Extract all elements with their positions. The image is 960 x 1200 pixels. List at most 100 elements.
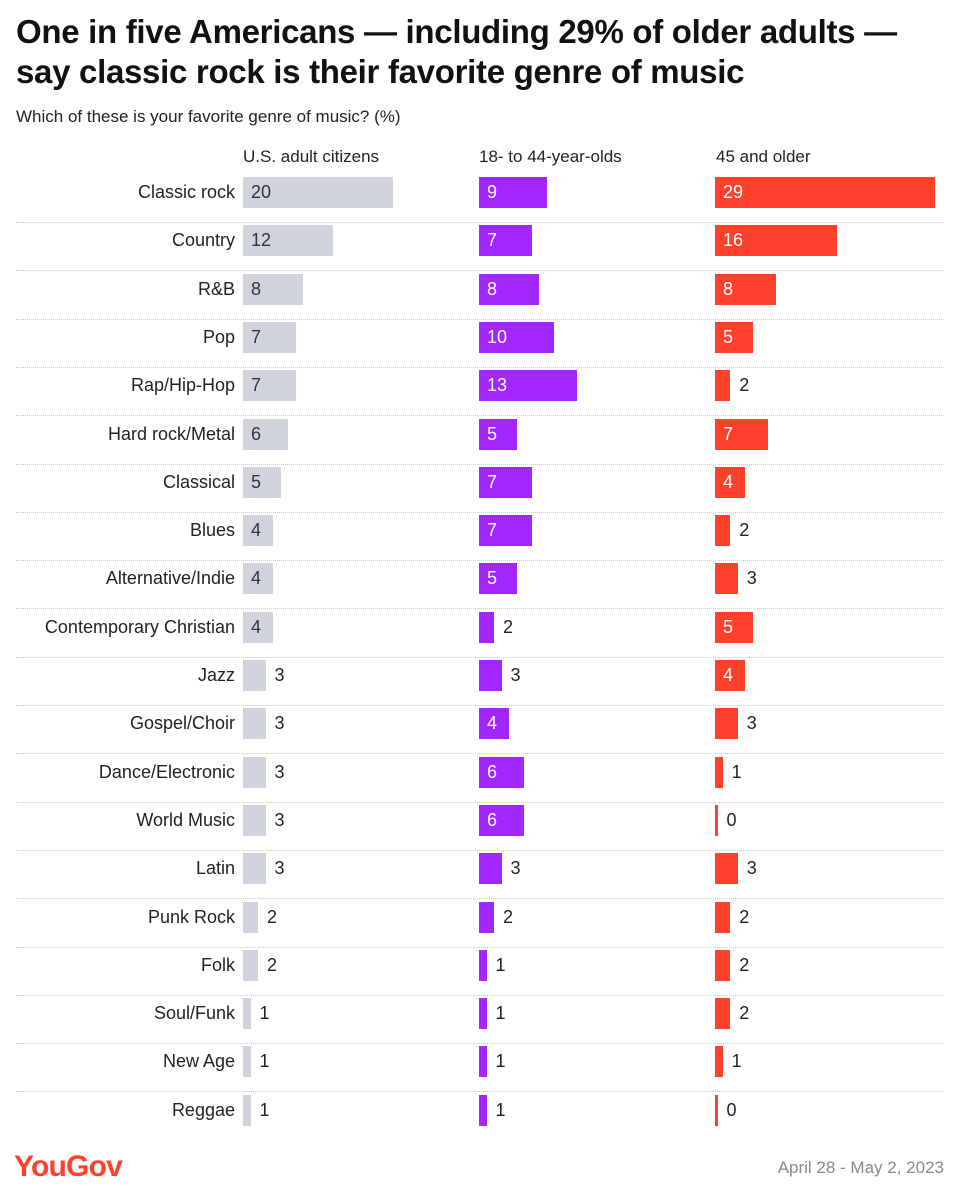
data-label-old: 2 xyxy=(739,375,750,396)
bar-young xyxy=(479,418,517,450)
bar-us xyxy=(243,804,266,836)
data-label-us: 7 xyxy=(251,326,262,347)
bar-us xyxy=(243,466,281,498)
chart-row: Hard rock/Metal 6 5 7 xyxy=(16,417,944,465)
category-label: Rap/Hip-Hop xyxy=(130,375,235,396)
chart-row: Folk 2 1 2 xyxy=(16,948,944,996)
row-separator xyxy=(16,705,944,706)
row-separator xyxy=(16,560,944,562)
bar-young xyxy=(479,1046,487,1078)
bar-old xyxy=(715,998,731,1030)
category-label: Blues xyxy=(189,520,235,541)
yougov-logo: YouGov xyxy=(14,1150,123,1183)
data-label-us: 4 xyxy=(251,520,262,541)
data-label-old: 3 xyxy=(746,713,757,734)
data-label-old: 2 xyxy=(739,1003,750,1024)
data-label-us: 3 xyxy=(274,761,285,782)
bar-us xyxy=(243,418,288,450)
data-label-old: 29 xyxy=(723,182,744,202)
bar-old xyxy=(715,1046,723,1078)
bar-young xyxy=(479,515,532,547)
bar-young xyxy=(479,273,539,305)
data-label-young: 7 xyxy=(487,471,498,492)
bar-young xyxy=(479,901,494,933)
bar-old xyxy=(715,804,718,836)
column-header-us-adults: U.S. adult citizens xyxy=(243,147,380,166)
chart-row: Jazz 3 3 4 xyxy=(16,658,944,706)
row-separator xyxy=(16,946,944,948)
bar-young xyxy=(479,1094,487,1126)
bar-old xyxy=(715,515,731,547)
category-label: Latin xyxy=(195,858,235,879)
row-separator xyxy=(16,608,944,610)
bar-old xyxy=(715,177,936,208)
chart-row: Gospel/Choir 3 4 3 xyxy=(16,706,944,755)
row-separator xyxy=(16,898,944,900)
column-header-45-older: 45 and older xyxy=(716,147,811,166)
category-label: Contemporary Christian xyxy=(44,616,235,637)
bar-young xyxy=(479,853,502,885)
data-label-old: 2 xyxy=(739,906,750,927)
bar-us xyxy=(243,901,258,933)
chart-row: Reggae 1 1 0 xyxy=(16,1093,944,1141)
data-label-old: 8 xyxy=(723,278,734,299)
bar-young xyxy=(479,321,554,353)
data-label-old: 7 xyxy=(723,423,734,444)
bar-old xyxy=(715,901,731,933)
bar-old xyxy=(715,466,746,498)
bar-young xyxy=(479,466,532,498)
data-label-us: 7 xyxy=(251,375,262,396)
data-label-young: 9 xyxy=(487,182,498,202)
chart-row: New Age 1 1 1 xyxy=(16,1044,944,1093)
chart-row: Country 12 7 16 xyxy=(16,223,944,272)
chart-subtitle: Which of these is your favorite genre of… xyxy=(16,107,401,126)
row-separator xyxy=(16,270,944,272)
data-label-old: 0 xyxy=(726,809,737,830)
bar-young xyxy=(479,611,494,643)
category-label: Classical xyxy=(162,471,235,492)
data-label-old: 4 xyxy=(723,471,734,492)
data-label-us: 1 xyxy=(259,1003,270,1024)
data-label-young: 1 xyxy=(495,1051,506,1072)
category-label: Reggae xyxy=(171,1099,235,1120)
data-label-us: 6 xyxy=(251,423,262,444)
data-label-young: 2 xyxy=(503,906,514,927)
row-separator xyxy=(16,463,944,465)
data-label-us: 1 xyxy=(259,1051,270,1072)
chart-row: Latin 3 3 3 xyxy=(16,851,944,900)
data-label-us: 4 xyxy=(251,616,262,637)
data-label-old: 1 xyxy=(731,1051,742,1072)
bar-us xyxy=(243,853,266,885)
row-separator xyxy=(16,656,944,658)
bar-old xyxy=(715,611,753,643)
data-label-young: 1 xyxy=(495,1003,506,1024)
row-separator xyxy=(16,415,944,417)
data-label-us: 20 xyxy=(251,182,272,202)
chart-row: Blues 4 7 2 xyxy=(16,513,944,562)
data-label-young: 1 xyxy=(495,954,506,975)
category-label: Gospel/Choir xyxy=(129,713,235,734)
data-label-us: 8 xyxy=(251,278,262,299)
data-label-old: 5 xyxy=(723,326,734,347)
data-label-young: 5 xyxy=(487,423,498,444)
chart-row: Pop 7 10 5 xyxy=(16,320,944,368)
data-label-young: 3 xyxy=(510,858,521,879)
data-label-old: 2 xyxy=(739,520,750,541)
bar-us xyxy=(243,998,251,1030)
data-label-old: 1 xyxy=(731,761,742,782)
category-label: R&B xyxy=(197,278,235,299)
bar-old xyxy=(715,949,731,981)
category-label: Country xyxy=(171,230,235,251)
data-label-old: 16 xyxy=(723,230,744,251)
bar-us xyxy=(243,370,296,402)
chart-row: Dance/Electronic 3 6 1 xyxy=(16,755,944,803)
survey-date: April 28 - May 2, 2023 xyxy=(777,1158,944,1177)
bar-us xyxy=(243,563,273,595)
data-label-young: 8 xyxy=(487,278,498,299)
bar-young xyxy=(479,998,487,1030)
row-separator xyxy=(16,366,944,368)
bar-young xyxy=(479,804,524,836)
bar-us xyxy=(243,660,266,691)
data-label-us: 3 xyxy=(274,665,285,685)
chart-row: Classical 5 7 4 xyxy=(16,465,944,513)
